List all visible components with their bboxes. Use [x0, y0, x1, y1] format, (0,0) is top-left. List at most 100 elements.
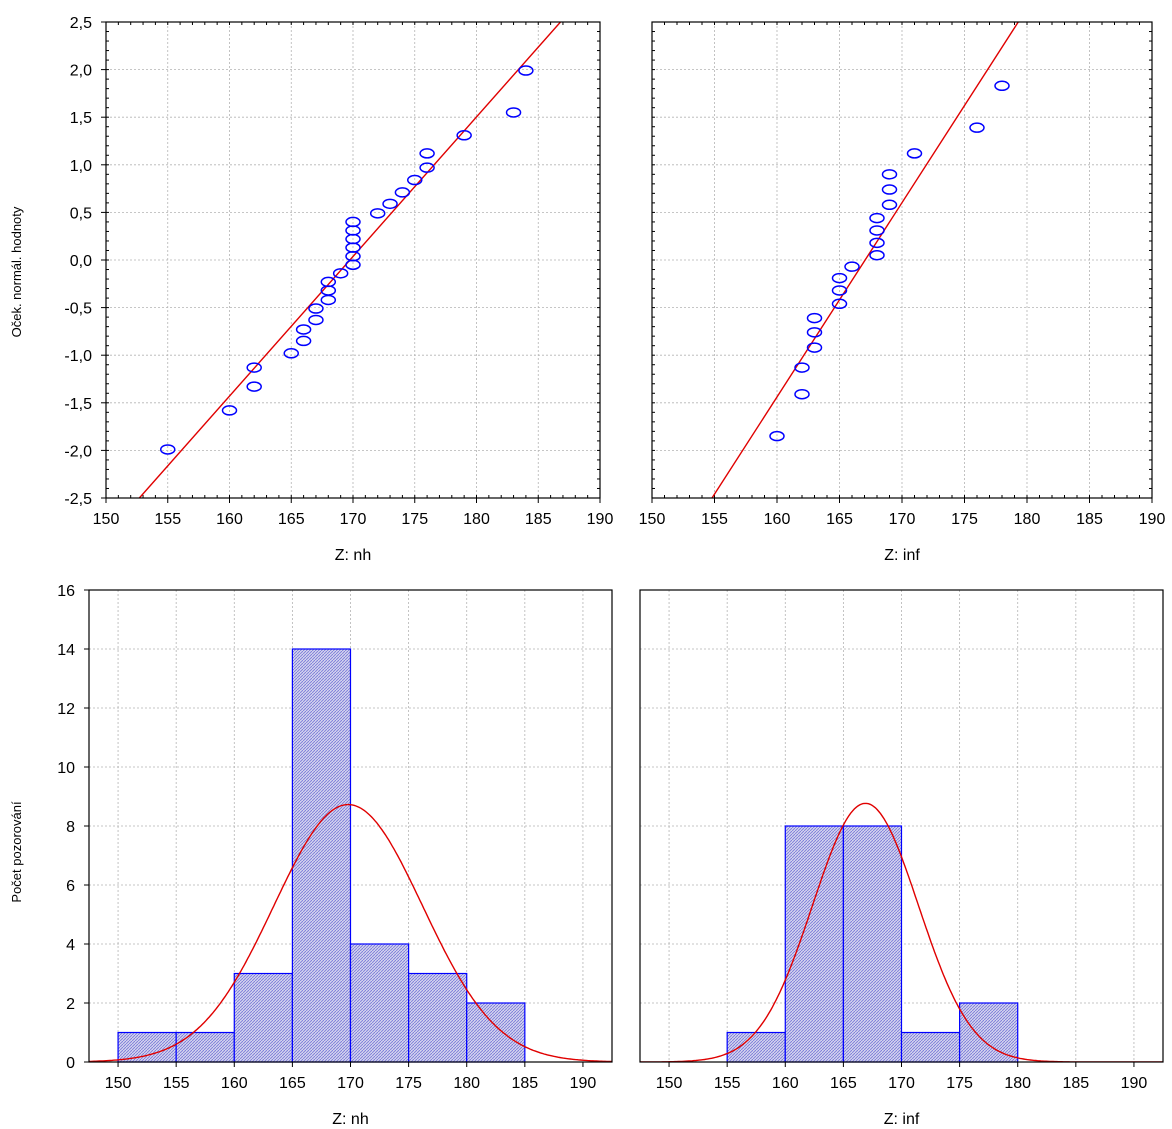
- y-tick-label: 2,5: [70, 15, 92, 32]
- data-point: [246, 381, 262, 392]
- histogram-bar: [959, 1002, 1019, 1063]
- x-tick-label: 185: [1062, 1075, 1089, 1092]
- data-point: [345, 216, 361, 228]
- plot-panel-1: 150 155 160 165 170 175 180 185 190 -2,5 -2,0 -1,5 -…: [64, 15, 613, 564]
- x-tick-label: 180: [463, 511, 490, 528]
- x-tick-label: 155: [154, 511, 181, 528]
- data-point: [295, 335, 312, 347]
- data-point: [881, 199, 898, 211]
- plot-panel-2: 150 155 160 165 170 175 180 185 190 Z: inf: [639, 21, 1166, 564]
- y-tick-label: 12: [57, 701, 75, 718]
- data-point: [794, 388, 810, 400]
- data-point: [881, 184, 898, 195]
- x-tick-label: 160: [216, 511, 243, 528]
- y-tick-label: -1,0: [64, 348, 92, 365]
- data-point: [769, 430, 785, 442]
- x-tick-label: 150: [93, 511, 120, 528]
- histogram-bar: [784, 825, 844, 1063]
- y-tick-label: 0,5: [70, 205, 92, 222]
- x-axis-label: Z: nh: [332, 1111, 368, 1124]
- data-point: [994, 80, 1010, 92]
- x-tick-label: 155: [163, 1075, 190, 1092]
- data-point: [831, 272, 848, 284]
- y-tick-label: 0: [66, 1055, 75, 1072]
- fit-line: [711, 22, 1019, 498]
- data-point: [518, 65, 534, 76]
- x-tick-label: 155: [714, 1075, 741, 1092]
- data-point: [869, 225, 885, 236]
- data-point: [456, 130, 472, 141]
- data-point: [419, 148, 435, 159]
- data-point: [869, 212, 885, 224]
- data-point: [283, 348, 299, 359]
- y-tick-label: 0,0: [70, 253, 92, 270]
- data-point: [906, 148, 923, 159]
- x-tick-label: 170: [340, 511, 367, 528]
- data-point: [869, 237, 885, 249]
- x-tick-label: 190: [587, 511, 614, 528]
- histogram-bar: [842, 825, 903, 1063]
- data-point: [308, 314, 324, 326]
- y-tick-label: 10: [57, 760, 75, 777]
- x-axis-label: Z: inf: [884, 547, 920, 564]
- x-tick-label: 165: [279, 1075, 306, 1092]
- y-tick-label: 2: [66, 996, 75, 1013]
- histogram-bar: [900, 1031, 961, 1063]
- x-tick-label: 170: [889, 511, 916, 528]
- y-tick-label: 2,0: [70, 63, 92, 80]
- histogram-bar: [233, 972, 293, 1063]
- x-tick-label: 175: [401, 511, 428, 528]
- data-point: [221, 405, 238, 416]
- y-axis-label-probability: Oček. normál. hodnoty: [9, 206, 24, 337]
- x-tick-label: 160: [764, 511, 791, 528]
- plot-panel-3: 150 155 160 165 170 175 180 185 190 0 2 4 6 8 10 12 14 16…: [57, 583, 613, 1128]
- data-point: [844, 261, 860, 272]
- x-tick-label: 180: [1004, 1075, 1031, 1092]
- histogram-bar: [408, 972, 468, 1063]
- data-point: [246, 362, 262, 373]
- x-tick-label: 185: [1076, 511, 1103, 528]
- data-point: [881, 169, 898, 180]
- x-tick-label: 165: [278, 511, 305, 528]
- data-point: [407, 174, 423, 186]
- x-tick-label: 170: [888, 1075, 915, 1092]
- x-tick-label: 190: [1139, 511, 1166, 528]
- y-axis-label-histogram: Počet pozorování: [9, 801, 24, 903]
- data-point: [320, 294, 337, 306]
- x-tick-label: 180: [453, 1075, 480, 1092]
- x-tick-label: 165: [830, 1075, 857, 1092]
- data-point: [295, 324, 312, 335]
- y-tick-label: -2,0: [64, 443, 92, 460]
- data-point: [806, 327, 823, 338]
- data-point: [394, 187, 411, 198]
- x-tick-label: 150: [656, 1075, 683, 1092]
- x-tick-label: 150: [105, 1075, 132, 1092]
- data-point: [831, 298, 848, 310]
- data-point: [160, 444, 176, 455]
- histogram-bar: [117, 1031, 177, 1063]
- y-tick-label: -1,5: [64, 396, 92, 413]
- x-axis-label: Z: inf: [884, 1111, 920, 1124]
- data-point: [332, 268, 349, 279]
- histogram-bar: [291, 648, 352, 1063]
- y-tick-label: 6: [66, 878, 75, 895]
- x-tick-label: 160: [772, 1075, 799, 1092]
- x-tick-label: 175: [951, 511, 978, 528]
- x-tick-label: 175: [946, 1075, 973, 1092]
- data-point: [969, 122, 985, 133]
- data-point: [320, 276, 337, 288]
- data-point: [869, 249, 885, 261]
- x-tick-label: 150: [639, 511, 666, 528]
- x-tick-label: 185: [525, 511, 552, 528]
- histogram-bar: [175, 1031, 235, 1063]
- histogram-bar: [349, 943, 410, 1063]
- histogram-bar: [466, 1002, 526, 1063]
- y-tick-label: 16: [57, 583, 75, 600]
- x-tick-label: 155: [701, 511, 728, 528]
- data-point: [382, 198, 398, 210]
- x-axis-label: Z: nh: [335, 547, 371, 564]
- x-tick-label: 165: [826, 511, 853, 528]
- x-tick-label: 180: [1014, 511, 1041, 528]
